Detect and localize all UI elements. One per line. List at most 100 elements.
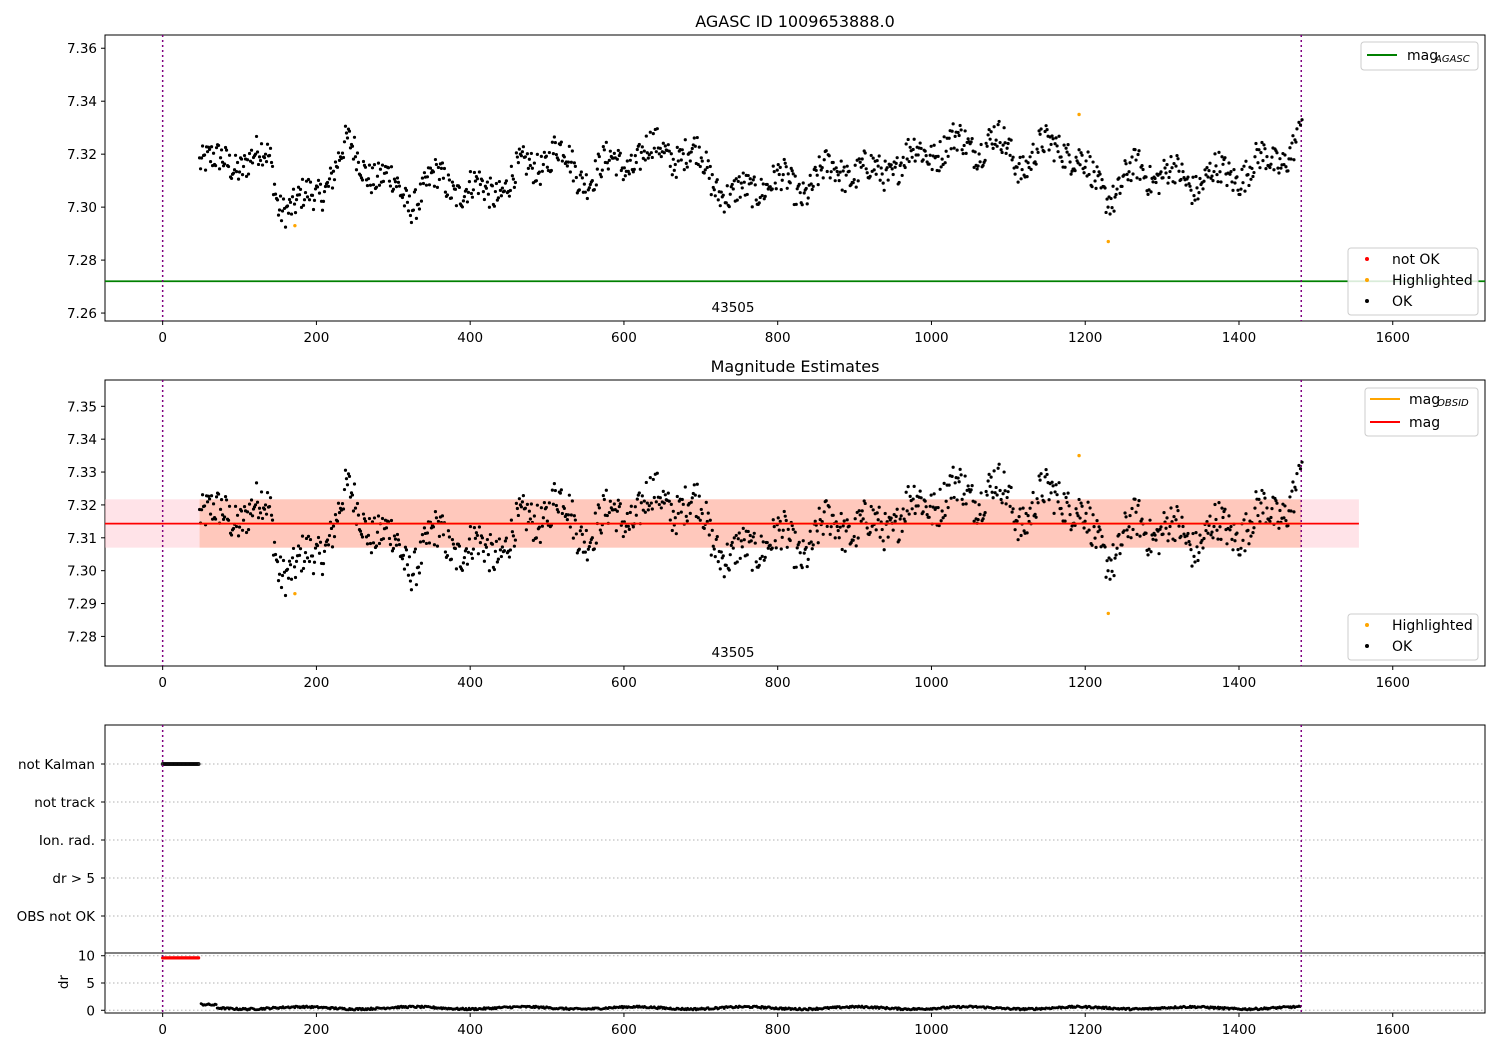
ok-point — [387, 536, 392, 541]
ok-point — [1036, 150, 1040, 155]
ok-point — [354, 168, 359, 172]
ok-point — [732, 536, 736, 540]
ok-point — [861, 163, 865, 168]
ok-point — [347, 129, 352, 133]
ok-point — [705, 519, 709, 524]
ok-point — [532, 161, 536, 165]
ok-point — [343, 468, 348, 472]
ok-point — [777, 528, 781, 532]
ok-point — [1113, 195, 1117, 199]
ok-point — [685, 165, 689, 169]
ok-point — [582, 540, 586, 544]
ok-point — [572, 161, 576, 165]
ok-point — [625, 511, 629, 516]
ok-point — [1107, 556, 1111, 560]
ok-point — [461, 199, 466, 203]
ok-point — [514, 151, 518, 155]
ok-point — [704, 150, 708, 154]
ok-point — [540, 169, 544, 173]
ok-point — [966, 484, 970, 488]
ok-point — [809, 540, 813, 544]
legend-label: not OK — [1392, 252, 1440, 268]
ok-point — [268, 146, 273, 150]
ok-point — [333, 513, 338, 517]
ok-point — [1097, 525, 1101, 529]
ok-point — [477, 170, 482, 174]
ok-point — [512, 544, 516, 548]
ok-point — [269, 160, 274, 165]
flag-label: OBS not OK — [17, 909, 97, 925]
ok-point — [1292, 510, 1296, 514]
ok-point — [380, 163, 385, 167]
ok-point — [1268, 519, 1272, 524]
ok-point — [1198, 533, 1202, 537]
ok-point — [727, 568, 731, 572]
ok-point — [353, 155, 358, 159]
ok-point — [418, 182, 423, 186]
ok-point — [640, 494, 644, 498]
ok-point — [473, 536, 478, 540]
ok-point — [643, 158, 647, 162]
ok-point — [786, 172, 790, 176]
ok-point — [761, 182, 765, 186]
ok-point — [273, 552, 278, 557]
ok-point — [937, 523, 941, 528]
ok-point — [988, 137, 992, 141]
ok-point — [804, 186, 808, 191]
ok-point — [1051, 484, 1055, 488]
ok-point — [646, 156, 650, 160]
ok-point — [1131, 527, 1135, 532]
ok-point — [1135, 532, 1139, 536]
ok-point — [851, 181, 855, 185]
ok-point — [433, 157, 438, 162]
ok-point — [681, 152, 685, 156]
ok-point — [847, 169, 851, 173]
ok-point — [639, 501, 643, 505]
ok-point — [208, 512, 213, 516]
ok-point — [414, 216, 419, 221]
ok-point — [786, 527, 790, 531]
ok-point — [715, 178, 719, 182]
ok-point — [353, 506, 358, 510]
ok-point — [470, 195, 475, 199]
ok-point — [952, 146, 956, 150]
ok-point — [1016, 180, 1020, 184]
ok-point — [715, 534, 719, 539]
ok-point — [668, 518, 672, 522]
ok-point — [772, 525, 776, 529]
ok-point — [788, 538, 792, 543]
ok-point — [417, 207, 422, 211]
ok-point — [227, 504, 232, 508]
ok-point — [1213, 152, 1217, 156]
ok-point — [328, 166, 333, 170]
ok-point — [1090, 543, 1094, 547]
ok-point — [768, 185, 772, 189]
ok-point — [440, 161, 445, 165]
ok-point — [699, 507, 703, 512]
ok-point — [727, 205, 731, 209]
ok-point — [1167, 175, 1171, 180]
ok-point — [889, 516, 893, 520]
ok-point — [318, 182, 323, 186]
ok-point — [421, 181, 426, 186]
ok-point — [471, 188, 476, 192]
ok-point — [371, 183, 376, 187]
ok-point — [673, 516, 677, 520]
ok-point — [970, 483, 974, 488]
ok-point — [1247, 542, 1251, 546]
ok-point — [1212, 169, 1216, 174]
ok-point — [898, 163, 902, 168]
ok-point — [633, 153, 637, 158]
ok-point — [608, 149, 612, 153]
ok-point — [996, 466, 1000, 470]
ok-point — [953, 481, 957, 485]
ok-point — [307, 198, 312, 202]
ok-point — [648, 476, 652, 480]
ok-point — [441, 176, 446, 180]
ok-point — [315, 544, 320, 548]
ok-point — [1179, 177, 1183, 182]
ok-point — [634, 160, 638, 165]
ok-point — [662, 501, 666, 505]
ok-point — [290, 195, 295, 199]
ok-point — [363, 165, 368, 169]
